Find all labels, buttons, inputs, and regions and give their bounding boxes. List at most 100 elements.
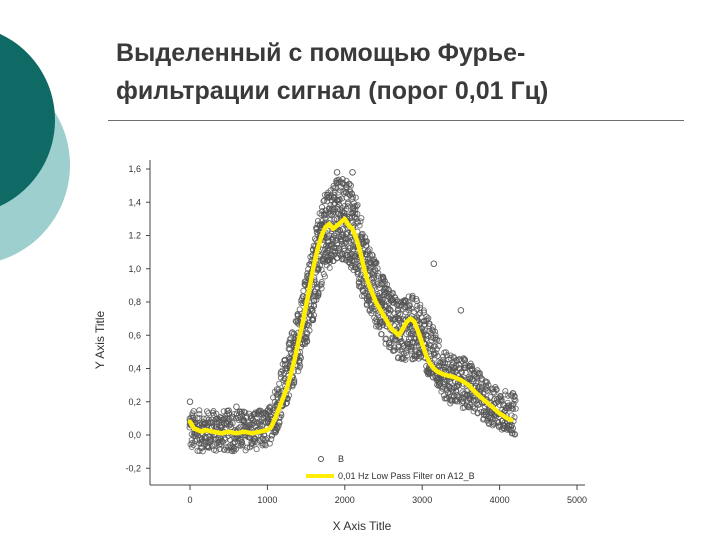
scatter-point bbox=[426, 328, 433, 335]
scatter-point bbox=[264, 435, 271, 442]
scatter-point bbox=[383, 335, 390, 342]
axes-layer bbox=[149, 160, 585, 486]
scatter-point bbox=[502, 391, 509, 398]
x-axis-title: X Axis Title bbox=[333, 519, 392, 533]
scatter-point bbox=[313, 281, 320, 288]
scatter-point bbox=[284, 395, 291, 402]
scatter-point bbox=[317, 282, 324, 289]
scatter-point bbox=[484, 379, 491, 386]
scatter-point bbox=[454, 393, 461, 400]
y-tick-label: 0,0 bbox=[128, 430, 141, 440]
scatter-point bbox=[510, 400, 517, 407]
scatter-point bbox=[326, 259, 333, 266]
scatter-point bbox=[291, 376, 298, 384]
scatter-point bbox=[354, 201, 361, 209]
scatter-point bbox=[450, 388, 457, 395]
scatter-point bbox=[215, 435, 222, 442]
ticks-layer: -0,2 0,0 0,2 0,4 0,6 0,8 1,0 1.2 1,4 1,6 0 1000 2000… bbox=[125, 164, 587, 505]
scatter-point bbox=[511, 414, 518, 421]
scatter-outlier-point bbox=[507, 426, 515, 434]
scatter-point bbox=[288, 330, 295, 337]
scatter-point bbox=[291, 380, 298, 387]
scatter-point bbox=[277, 370, 284, 378]
scatter-point bbox=[280, 377, 287, 384]
scatter-point bbox=[445, 367, 452, 374]
scatter-outlier-point bbox=[500, 401, 507, 409]
scatter-point bbox=[505, 392, 512, 399]
scatter-point bbox=[379, 322, 386, 329]
scatter-point bbox=[473, 379, 480, 386]
scatter-point bbox=[358, 215, 365, 222]
y-tick-label: 1,4 bbox=[128, 197, 141, 207]
scatter-outlier-point bbox=[457, 307, 465, 314]
y-tick-label: 1.2 bbox=[128, 231, 141, 241]
scatter-point bbox=[435, 337, 443, 344]
scatter-point bbox=[315, 290, 322, 297]
scatter-point bbox=[343, 181, 350, 189]
scatter-point bbox=[442, 349, 449, 356]
scatter-point bbox=[378, 331, 385, 338]
x-tick-label: 5000 bbox=[567, 495, 587, 505]
scatter-point bbox=[344, 199, 351, 206]
legend: B 0,01 Hz Low Pass Filter on A12_B bbox=[306, 454, 475, 481]
scatter-point bbox=[275, 422, 282, 429]
scatter-point bbox=[420, 318, 427, 325]
scatter-point bbox=[496, 401, 503, 408]
scatter-point bbox=[502, 388, 509, 395]
scatter-point bbox=[320, 198, 327, 205]
scatter-point bbox=[474, 410, 481, 417]
scatter-point bbox=[315, 265, 322, 272]
scatter-point bbox=[303, 334, 310, 341]
scatter-point bbox=[336, 226, 343, 233]
scatter-point bbox=[387, 306, 394, 313]
scatter-point bbox=[447, 400, 454, 407]
scatter-point bbox=[474, 378, 481, 385]
scatter-point bbox=[382, 336, 389, 343]
slide-title: Выделенный с помощью Фурье- фильтрации с… bbox=[116, 34, 696, 110]
scatter-point bbox=[238, 439, 245, 446]
scatter-point bbox=[297, 354, 305, 361]
scatter-point bbox=[395, 316, 402, 323]
y-tick-label: 0,2 bbox=[128, 397, 141, 407]
filter-line bbox=[187, 216, 514, 436]
scatter-point bbox=[487, 394, 494, 401]
scatter-point bbox=[348, 190, 355, 197]
scatter-point bbox=[392, 316, 399, 323]
scatter-point bbox=[434, 352, 441, 359]
scatter-point bbox=[198, 420, 205, 427]
y-tick-label: 0,8 bbox=[128, 297, 141, 307]
scatter-point bbox=[433, 346, 440, 353]
scatter-point bbox=[476, 370, 483, 377]
scatter-point bbox=[306, 327, 313, 334]
scatter-point bbox=[511, 430, 518, 437]
scatter-point bbox=[371, 274, 378, 281]
scatter-point bbox=[329, 235, 336, 243]
x-tick-label: 0 bbox=[187, 495, 192, 505]
scatter-point bbox=[318, 204, 326, 211]
scatter-point bbox=[314, 293, 321, 300]
scatter-point bbox=[375, 270, 382, 277]
y-tick-label: 1,0 bbox=[128, 264, 141, 274]
scatter-point bbox=[341, 202, 348, 209]
scatter-point bbox=[345, 190, 352, 197]
scatter-point bbox=[484, 388, 491, 395]
slide-decoration bbox=[0, 33, 70, 261]
scatter-point bbox=[368, 310, 375, 317]
scatter-point bbox=[414, 302, 421, 309]
x-tick-label: 1000 bbox=[257, 495, 277, 505]
scatter-point bbox=[511, 393, 518, 400]
scatter-point bbox=[292, 318, 299, 325]
scatter-point bbox=[190, 408, 197, 415]
scatter-point bbox=[512, 405, 519, 412]
scatter-point bbox=[390, 347, 397, 354]
scatter-point bbox=[207, 436, 214, 443]
scatter-point bbox=[286, 336, 293, 343]
scatter-point bbox=[404, 352, 411, 359]
scatter-point bbox=[426, 346, 433, 353]
scatter-point bbox=[352, 194, 359, 201]
scatter-point bbox=[200, 421, 207, 428]
filter-line-layer bbox=[187, 216, 514, 436]
scatter-point bbox=[391, 294, 398, 301]
scatter-point bbox=[493, 385, 500, 392]
scatter-point bbox=[286, 345, 293, 352]
